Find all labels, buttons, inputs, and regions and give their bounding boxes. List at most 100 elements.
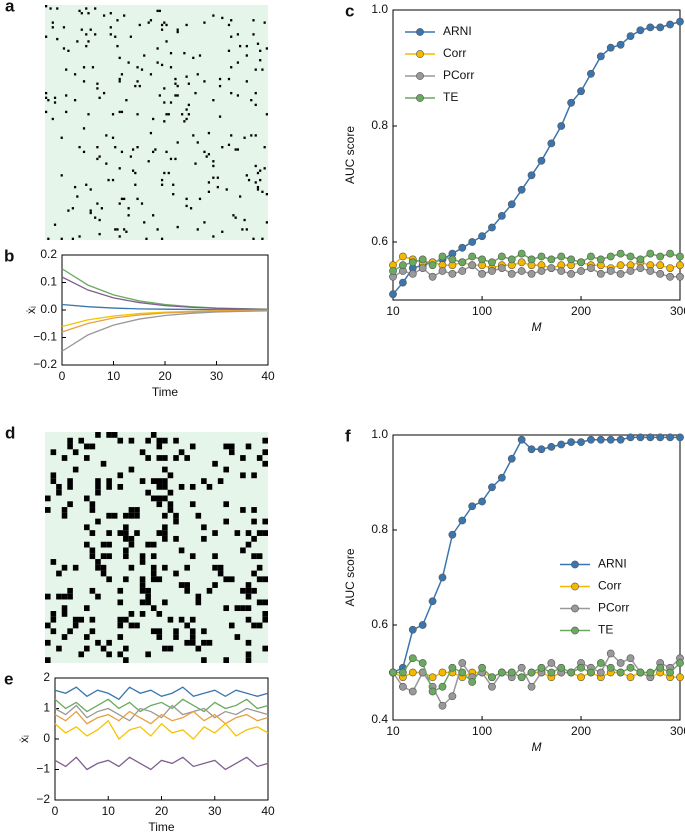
series-line xyxy=(54,710,269,725)
matrix-cell xyxy=(185,197,188,201)
series-line xyxy=(61,268,269,310)
matrix-cell xyxy=(45,495,51,502)
matrix-cell xyxy=(145,455,151,461)
matrix-cell xyxy=(173,518,179,525)
matrix-cell xyxy=(140,202,144,205)
series-marker xyxy=(626,654,635,663)
y-tick-label: −0.2 xyxy=(33,357,57,371)
x-tick-label: 30 xyxy=(208,804,222,818)
matrix-cell xyxy=(87,113,90,116)
matrix-cell xyxy=(245,541,252,548)
series-marker xyxy=(517,249,526,258)
matrix-cell xyxy=(240,587,246,594)
y-tick-label: 0.8 xyxy=(371,522,388,536)
matrix-cell xyxy=(207,153,211,156)
matrix-cell xyxy=(114,146,117,149)
matrix-cell xyxy=(263,167,266,170)
matrix-cell xyxy=(230,134,233,137)
matrix-cell xyxy=(256,622,263,629)
matrix-cell xyxy=(120,110,124,114)
matrix-cell xyxy=(45,91,48,95)
matrix-cell xyxy=(184,639,190,646)
series-marker xyxy=(636,668,645,677)
matrix-cell xyxy=(189,553,196,560)
matrix-cell xyxy=(85,183,88,186)
series-marker xyxy=(616,261,625,270)
matrix-cell xyxy=(95,564,101,571)
series-marker xyxy=(389,267,397,275)
matrix-cell xyxy=(53,101,57,104)
matrix-cell xyxy=(167,645,174,652)
matrix-cell xyxy=(73,99,77,102)
series-marker xyxy=(547,659,556,667)
x-tick-label: 0 xyxy=(59,369,66,383)
matrix-cell xyxy=(123,197,126,201)
matrix-cell xyxy=(184,564,190,571)
matrix-cell xyxy=(94,7,97,10)
matrix-cell xyxy=(89,587,96,594)
matrix-cell xyxy=(245,80,248,83)
matrix-cell xyxy=(261,237,264,240)
matrix-cell xyxy=(84,645,90,652)
matrix-cell xyxy=(201,639,207,646)
series-marker xyxy=(517,673,526,682)
matrix-cell xyxy=(217,478,224,484)
series-marker xyxy=(527,445,536,454)
series-marker xyxy=(626,673,635,682)
matrix-cell xyxy=(256,171,260,175)
matrix-cell xyxy=(240,507,246,513)
matrix-cell xyxy=(169,157,173,161)
series-marker xyxy=(517,663,526,672)
legend-marker xyxy=(571,582,579,591)
matrix-cell xyxy=(160,23,164,27)
matrix-cell xyxy=(256,185,260,189)
matrix-cell xyxy=(189,639,196,646)
matrix-cell xyxy=(195,593,202,600)
series-marker xyxy=(478,663,486,672)
matrix-cell xyxy=(149,19,153,22)
series-line xyxy=(61,303,269,311)
series-marker xyxy=(676,252,684,261)
matrix-cell xyxy=(203,21,206,24)
matrix-cell xyxy=(62,26,66,29)
x-tick-label: 10 xyxy=(107,369,121,383)
series-marker xyxy=(408,654,417,663)
matrix-cell xyxy=(45,35,48,38)
panel-label: c xyxy=(345,1,354,20)
y-tick-label: 0.6 xyxy=(371,617,388,631)
matrix-cell xyxy=(156,495,163,502)
matrix-cell xyxy=(45,593,51,600)
matrix-cell xyxy=(223,501,229,508)
matrix-cell xyxy=(156,501,163,508)
matrix-cell xyxy=(160,28,164,31)
matrix-cell xyxy=(84,541,90,548)
matrix-cell xyxy=(187,82,190,85)
matrix-cell xyxy=(156,611,163,617)
matrix-cell xyxy=(176,225,179,229)
matrix-cell xyxy=(95,489,101,496)
series-marker xyxy=(547,668,556,677)
matrix-cell xyxy=(212,553,218,560)
matrix-cell xyxy=(61,593,68,600)
matrix-cell xyxy=(50,478,57,484)
matrix-cell xyxy=(201,478,207,484)
matrix-cell xyxy=(245,174,248,177)
matrix-cell xyxy=(167,472,174,479)
matrix-cell xyxy=(265,113,268,116)
matrix-cell xyxy=(256,455,263,461)
series-marker xyxy=(478,497,486,506)
matrix-cell xyxy=(245,44,248,48)
matrix-cell xyxy=(96,82,99,85)
matrix-cell xyxy=(230,35,233,38)
matrix-cell xyxy=(50,616,57,623)
matrix-cell xyxy=(228,576,235,583)
matrix-cell xyxy=(156,530,163,536)
series-marker xyxy=(626,252,635,261)
matrix-cell xyxy=(67,483,73,490)
matrix-cell xyxy=(51,21,54,24)
y-axis-label: AUC score xyxy=(343,126,357,184)
matrix-cell xyxy=(254,181,257,184)
series-marker xyxy=(666,264,675,272)
matrix-cell xyxy=(251,518,257,525)
matrix-cell xyxy=(262,576,269,583)
